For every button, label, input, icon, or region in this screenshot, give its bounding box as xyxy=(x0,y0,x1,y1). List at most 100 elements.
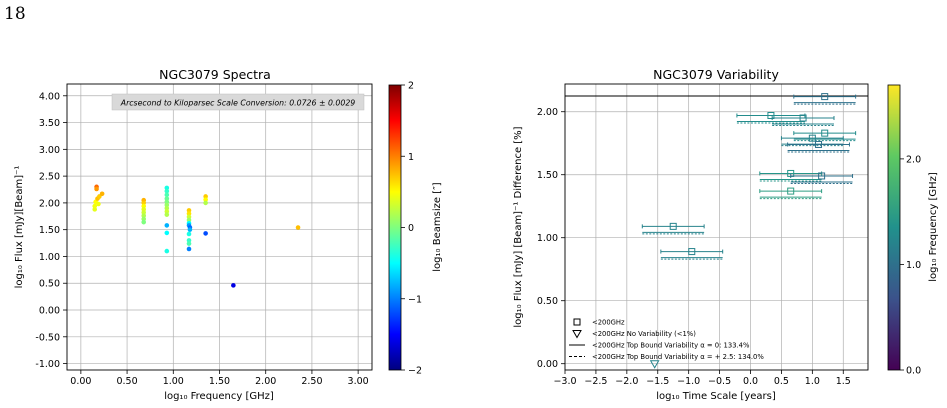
spectra-ytick-label: 0.00 xyxy=(39,306,60,317)
spectra-point xyxy=(164,209,170,214)
spectra-point xyxy=(203,231,208,236)
spectra-ytick-label: 1.50 xyxy=(39,225,60,236)
spectra-annotation: Arcsecond to Kiloparsec Scale Conversion… xyxy=(120,99,356,108)
spectra-point xyxy=(164,230,170,236)
variability-marker xyxy=(818,172,826,180)
spectra-xlabel: log₁₀ Frequency [GHz] xyxy=(164,391,274,402)
spectra-point xyxy=(141,207,147,212)
spectra-point xyxy=(141,216,147,222)
spectra-point xyxy=(164,192,170,198)
variability-ytick-label: 2.00 xyxy=(537,107,558,118)
spectra-point xyxy=(164,188,170,194)
spectra-point xyxy=(187,227,193,232)
variability-xtick-label: 1.0 xyxy=(805,376,820,387)
spectra-point xyxy=(141,219,147,225)
spectra-ytick-label: 1.00 xyxy=(39,252,60,263)
frequency-colorbar-tick-label: 0.0 xyxy=(906,366,921,377)
variability-marker xyxy=(787,187,795,195)
frequency-colorbar-label: log₁₀ Frequency [GHz] xyxy=(928,172,939,282)
spectra-point xyxy=(141,200,147,206)
spectra-point xyxy=(164,199,170,205)
spectra-point xyxy=(92,207,98,212)
variability-ytick-label: 0.50 xyxy=(537,296,558,307)
spectra-xtick-label: 2.50 xyxy=(301,376,322,387)
variability-ytick-label: 1.00 xyxy=(537,233,558,244)
spectra-ytick-label: 2.50 xyxy=(39,172,60,183)
spectra-xtick-label: 0.50 xyxy=(116,376,137,387)
spectra-point xyxy=(141,213,147,219)
variability-xtick-label: 1.5 xyxy=(836,376,851,387)
spectra-point xyxy=(164,205,170,211)
spectra-ytick-label: 3.50 xyxy=(39,118,60,129)
legend-entry-label: <200GHz xyxy=(592,319,625,327)
spectra-point xyxy=(141,210,147,215)
spectra-point xyxy=(186,241,192,246)
spectra-point xyxy=(186,214,192,220)
spectra-point xyxy=(94,186,99,192)
spectra-point xyxy=(164,185,170,191)
frequency-colorbar xyxy=(887,84,901,371)
spectra-point xyxy=(203,194,208,199)
spectra-point xyxy=(141,203,147,209)
spectra-annotation-box xyxy=(111,93,365,111)
spectra-point xyxy=(99,191,105,197)
variability-xlabel: log₁₀ Time Scale [years] xyxy=(656,391,776,402)
variability-xtick-label: −1.5 xyxy=(646,376,669,387)
beamsize-colorbar-tick-label: −1 xyxy=(408,294,422,305)
spectra-point xyxy=(186,238,192,243)
no-variability-marker xyxy=(649,360,660,369)
beamsize-colorbar-tick-label: −2 xyxy=(408,366,422,377)
variability-ticks: −3.0 −2.5 −2.0 −1.5 −1.0 −0.5 0.0 0.5 1.0 1.5 0.00… xyxy=(537,107,851,387)
spectra-ytick-label: 3.00 xyxy=(39,145,60,156)
frequency-colorbar-tick-label: 1.0 xyxy=(906,260,921,271)
variability-marker xyxy=(669,222,677,230)
spectra-point xyxy=(295,225,301,230)
variability-ytick-label: 1.50 xyxy=(537,170,558,181)
variability-grid xyxy=(564,84,868,370)
variability-marker xyxy=(799,114,807,122)
spectra-point xyxy=(164,212,170,217)
spectra-ylabel: log₁₀ Flux [mJy][Beam]⁻¹ xyxy=(14,166,25,289)
spectra-point xyxy=(186,231,192,237)
spectra-ytick-label: -0.50 xyxy=(35,332,60,343)
spectra-point xyxy=(186,211,192,216)
beamsize-colorbar-label: log₁₀ Beamsize [″] xyxy=(432,182,443,272)
beamsize-colorbar-tick-label: 1 xyxy=(408,152,414,163)
legend-triangle-marker xyxy=(572,330,582,339)
variability-marker xyxy=(821,93,829,101)
variability-xtick-label: −3.0 xyxy=(553,376,576,387)
variability-legend: <200GHz <200GHz No Variability (<1%) <200G… xyxy=(569,318,764,361)
spectra-point xyxy=(186,246,192,252)
spectra-points xyxy=(92,184,301,288)
legend-entry-label: <200GHz Top Bound Variability α = 0: 133… xyxy=(592,342,750,350)
spectra-point xyxy=(186,217,192,223)
page-number: 18 xyxy=(4,4,26,24)
variability-ylabel: log₁₀ Flux [mJy] [Beam]⁻¹ Difference [%] xyxy=(513,126,524,327)
variability-frame xyxy=(564,83,869,371)
variability-xtick-label: −2.0 xyxy=(615,376,638,387)
beamsize-colorbar-ticks: −2 −1 0 1 2 xyxy=(401,81,422,377)
variability-marker xyxy=(808,134,816,142)
spectra-point xyxy=(203,197,208,202)
spectra-point xyxy=(92,203,98,209)
beamsize-colorbar-tick-label: 2 xyxy=(408,81,414,92)
variability-marker xyxy=(767,111,775,119)
beamsize-colorbar xyxy=(388,84,402,371)
spectra-point xyxy=(164,196,170,201)
spectra-xtick-label: 1.50 xyxy=(209,376,230,387)
spectra-point xyxy=(164,223,170,228)
spectra-xtick-label: 0.00 xyxy=(70,376,91,387)
spectra-point xyxy=(96,201,101,207)
variability-ytick-label: 0.00 xyxy=(537,359,558,370)
spectra-point xyxy=(231,283,236,288)
spectra-ticks: 0.00 0.50 1.00 1.50 2.00 2.50 3.00 -1.00 -0.50 0.… xyxy=(35,91,368,387)
variability-xtick-label: 0.5 xyxy=(774,376,789,387)
variability-title: NGC3079 Variability xyxy=(653,67,779,82)
spectra-xtick-label: 1.00 xyxy=(163,376,184,387)
spectra-ytick-label: 4.00 xyxy=(39,91,60,102)
spectra-xtick-label: 2.00 xyxy=(255,376,276,387)
variability-marker xyxy=(821,129,829,137)
variability-panel: NGC3079 Variability −3.0 −2.5 −2.0 −1.5 −1.0… xyxy=(513,67,939,402)
frequency-colorbar-ticks: 0.0 1.0 2.0 xyxy=(900,154,921,377)
legend-entry-label: <200GHz No Variability (<1%) xyxy=(592,330,696,338)
